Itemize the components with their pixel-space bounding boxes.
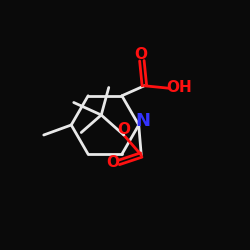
- Text: O: O: [106, 155, 119, 170]
- Text: N: N: [136, 112, 151, 130]
- Text: O: O: [117, 122, 130, 137]
- Text: O: O: [134, 47, 147, 62]
- Text: OH: OH: [166, 80, 192, 94]
